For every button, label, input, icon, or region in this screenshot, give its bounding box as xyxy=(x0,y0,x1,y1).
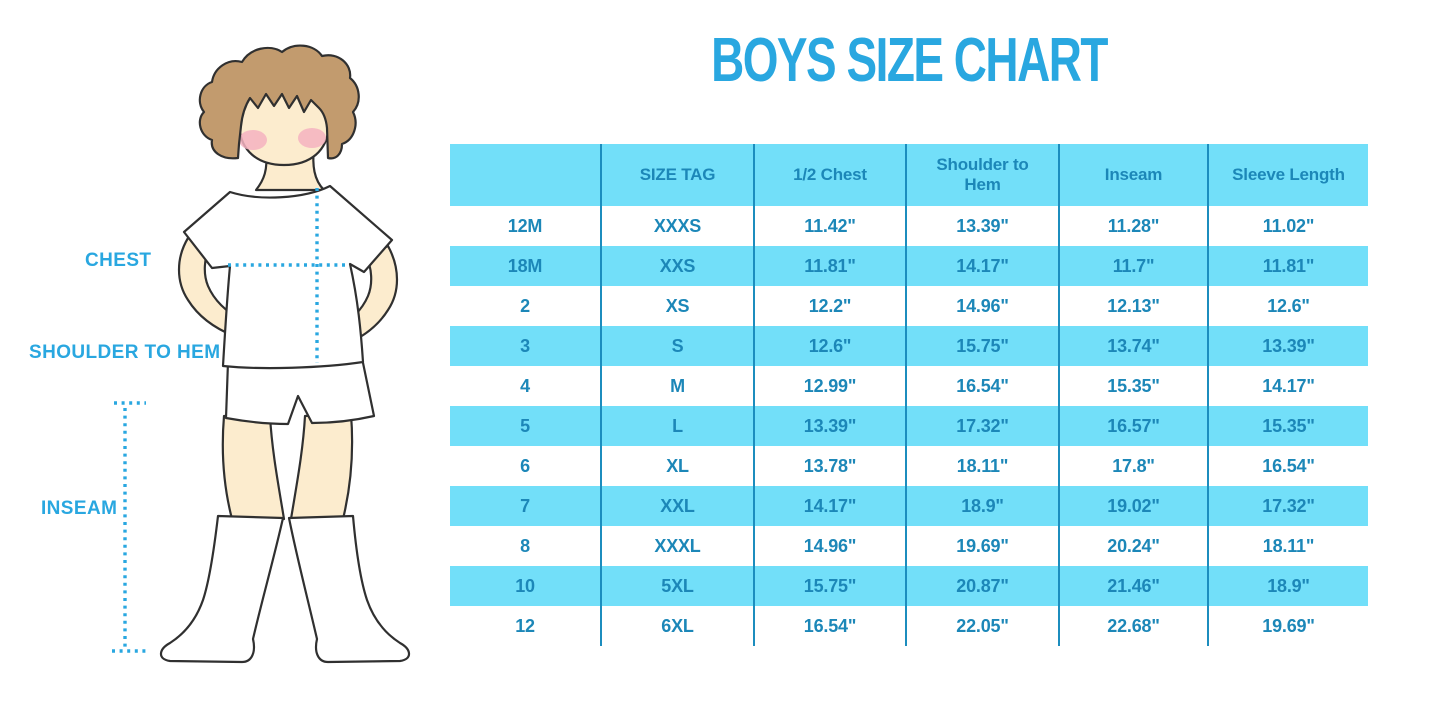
measurement-cell: 12.2" xyxy=(753,286,905,326)
boy-shorts xyxy=(224,356,376,426)
measurement-cell: XXXL xyxy=(600,526,753,566)
measurement-cell: 19.02" xyxy=(1058,486,1207,526)
header-cell: SIZE TAG xyxy=(600,144,753,206)
size-cell: 12 xyxy=(515,615,535,636)
measurement-cell: XXXS xyxy=(600,206,753,246)
measurement-cell: 20.24" xyxy=(1058,526,1207,566)
measurement-cell: 20.87" xyxy=(905,566,1058,606)
size-cell: 7 xyxy=(450,486,600,526)
measurement-cell: XL xyxy=(600,446,753,486)
measurement-cell: 18.11" xyxy=(1207,526,1368,566)
inseam-measure-line xyxy=(112,401,150,653)
measurement-cell: 14.96" xyxy=(905,286,1058,326)
measurement-cell: 17.8" xyxy=(1058,446,1207,486)
measurement-cell: 11.81" xyxy=(1207,246,1368,286)
measurement-cell: 16.54" xyxy=(905,366,1058,406)
size-cell: 6 xyxy=(520,455,530,476)
measurement-cell: 11.7" xyxy=(1058,246,1207,286)
size-cell: 3 xyxy=(450,326,600,366)
size-cell: 12M xyxy=(507,215,543,236)
measurement-cell: 14.96" xyxy=(753,526,905,566)
measurement-cell: M xyxy=(600,366,753,406)
boy-right-sock xyxy=(287,514,411,664)
measurement-cell: 17.32" xyxy=(1207,486,1368,526)
measurement-cell: 12.6" xyxy=(753,326,905,366)
header-cell: Sleeve Length xyxy=(1207,144,1368,206)
size-cell: 10 xyxy=(450,566,600,606)
measurement-cell: 13.78" xyxy=(753,446,905,486)
measurement-cell: 13.39" xyxy=(753,406,905,446)
measurement-cell: 11.28" xyxy=(1058,206,1207,246)
size-cell: 18M xyxy=(450,246,600,286)
size-cell: 5 xyxy=(450,406,600,446)
measurement-cell: 13.39" xyxy=(905,206,1058,246)
measurement-cell: 18.11" xyxy=(905,446,1058,486)
boy-tshirt xyxy=(182,184,394,370)
measurement-cell: 22.05" xyxy=(905,606,1058,646)
boy-left-sock xyxy=(159,514,285,664)
measurement-cell: 16.54" xyxy=(1207,446,1368,486)
measurement-cell: 11.02" xyxy=(1207,206,1368,246)
measurement-cell: 5XL xyxy=(600,566,753,606)
measurement-cell: XXL xyxy=(600,486,753,526)
measurement-figure: CHEST SHOULDER TO HEM INSEAM xyxy=(0,0,450,723)
measurement-cell: XXS xyxy=(600,246,753,286)
inseam-label: INSEAM xyxy=(41,498,118,519)
measurement-cell: 16.54" xyxy=(753,606,905,646)
measurement-cell: 12.6" xyxy=(1207,286,1368,326)
size-table: SIZE TAG 1/2 Chest Shoulder to Hem Inseam Sl… xyxy=(450,144,1368,646)
boy-illustration xyxy=(112,44,411,664)
header-cell xyxy=(450,144,600,206)
shoulder-to-hem-label: SHOULDER TO HEM xyxy=(29,342,221,363)
measurement-cell: 14.17" xyxy=(905,246,1058,286)
header-cell: Inseam xyxy=(1058,144,1207,206)
measurement-cell: 15.75" xyxy=(753,566,905,606)
measurement-cell: 18.9" xyxy=(1207,566,1368,606)
measurement-cell: 17.32" xyxy=(905,406,1058,446)
measurement-cell: 11.42" xyxy=(753,206,905,246)
page-title: BOYS SIZE CHART xyxy=(711,26,1108,95)
measurement-cell: 16.57" xyxy=(1058,406,1207,446)
measurement-cell: 11.81" xyxy=(753,246,905,286)
measurement-cell: 18.9" xyxy=(905,486,1058,526)
measurement-cell: 12.13" xyxy=(1058,286,1207,326)
measurement-cell: 15.35" xyxy=(1058,366,1207,406)
size-cell: 2 xyxy=(520,295,530,316)
measurement-cell: 14.17" xyxy=(1207,366,1368,406)
boy-right-leg xyxy=(289,412,354,521)
boy-cheeks xyxy=(239,128,326,150)
measurement-cell: 14.17" xyxy=(753,486,905,526)
measurement-cell: S xyxy=(600,326,753,366)
measurement-cell: 19.69" xyxy=(1207,606,1368,646)
measurement-cell: XS xyxy=(600,286,753,326)
measurement-cell: 6XL xyxy=(600,606,753,646)
measurement-cell: 15.75" xyxy=(905,326,1058,366)
measurement-cell: 21.46" xyxy=(1058,566,1207,606)
chest-label: CHEST xyxy=(85,250,152,271)
measurement-cell: 15.35" xyxy=(1207,406,1368,446)
measurement-cell: 13.39" xyxy=(1207,326,1368,366)
measurement-cell: 19.69" xyxy=(905,526,1058,566)
boy-left-leg xyxy=(221,414,286,521)
boy-hair xyxy=(198,44,360,160)
size-cell: 4 xyxy=(520,375,530,396)
measurement-cell: L xyxy=(600,406,753,446)
measurement-cell: 12.99" xyxy=(753,366,905,406)
header-cell: 1/2 Chest xyxy=(753,144,905,206)
header-cell: Shoulder to Hem xyxy=(905,144,1058,206)
measurement-cell: 13.74" xyxy=(1058,326,1207,366)
size-cell: 8 xyxy=(520,535,530,556)
measurement-cell: 22.68" xyxy=(1058,606,1207,646)
